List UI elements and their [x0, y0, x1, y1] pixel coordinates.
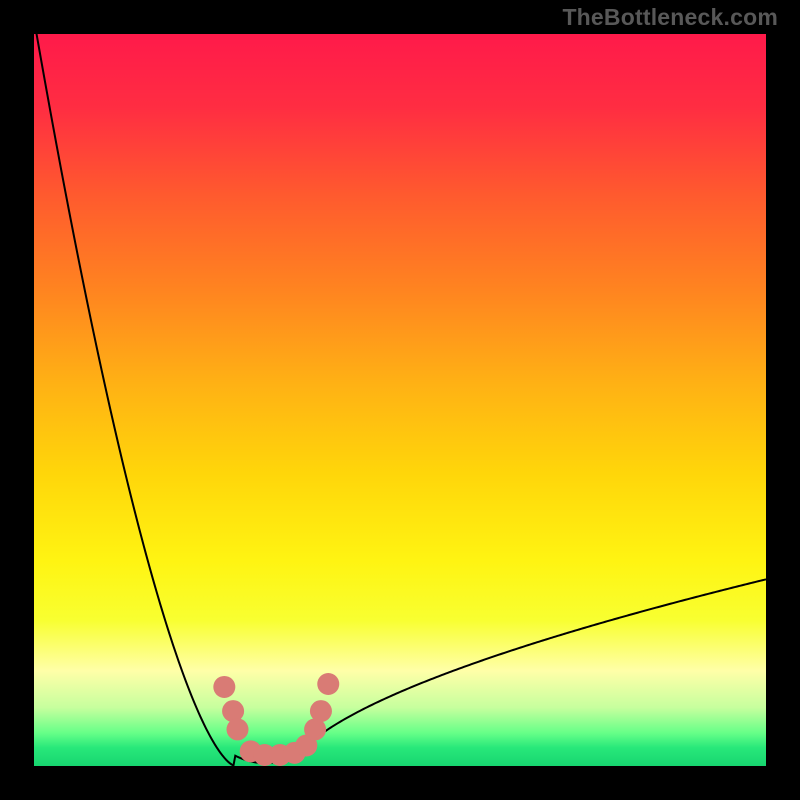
chart-svg [0, 0, 800, 800]
gradient-background [34, 34, 766, 766]
watermark-text: TheBottleneck.com [562, 4, 778, 31]
data-marker [222, 700, 244, 722]
data-marker [213, 676, 235, 698]
data-marker [227, 718, 249, 740]
chart-container: TheBottleneck.com [0, 0, 800, 800]
data-marker [317, 673, 339, 695]
data-marker [310, 700, 332, 722]
